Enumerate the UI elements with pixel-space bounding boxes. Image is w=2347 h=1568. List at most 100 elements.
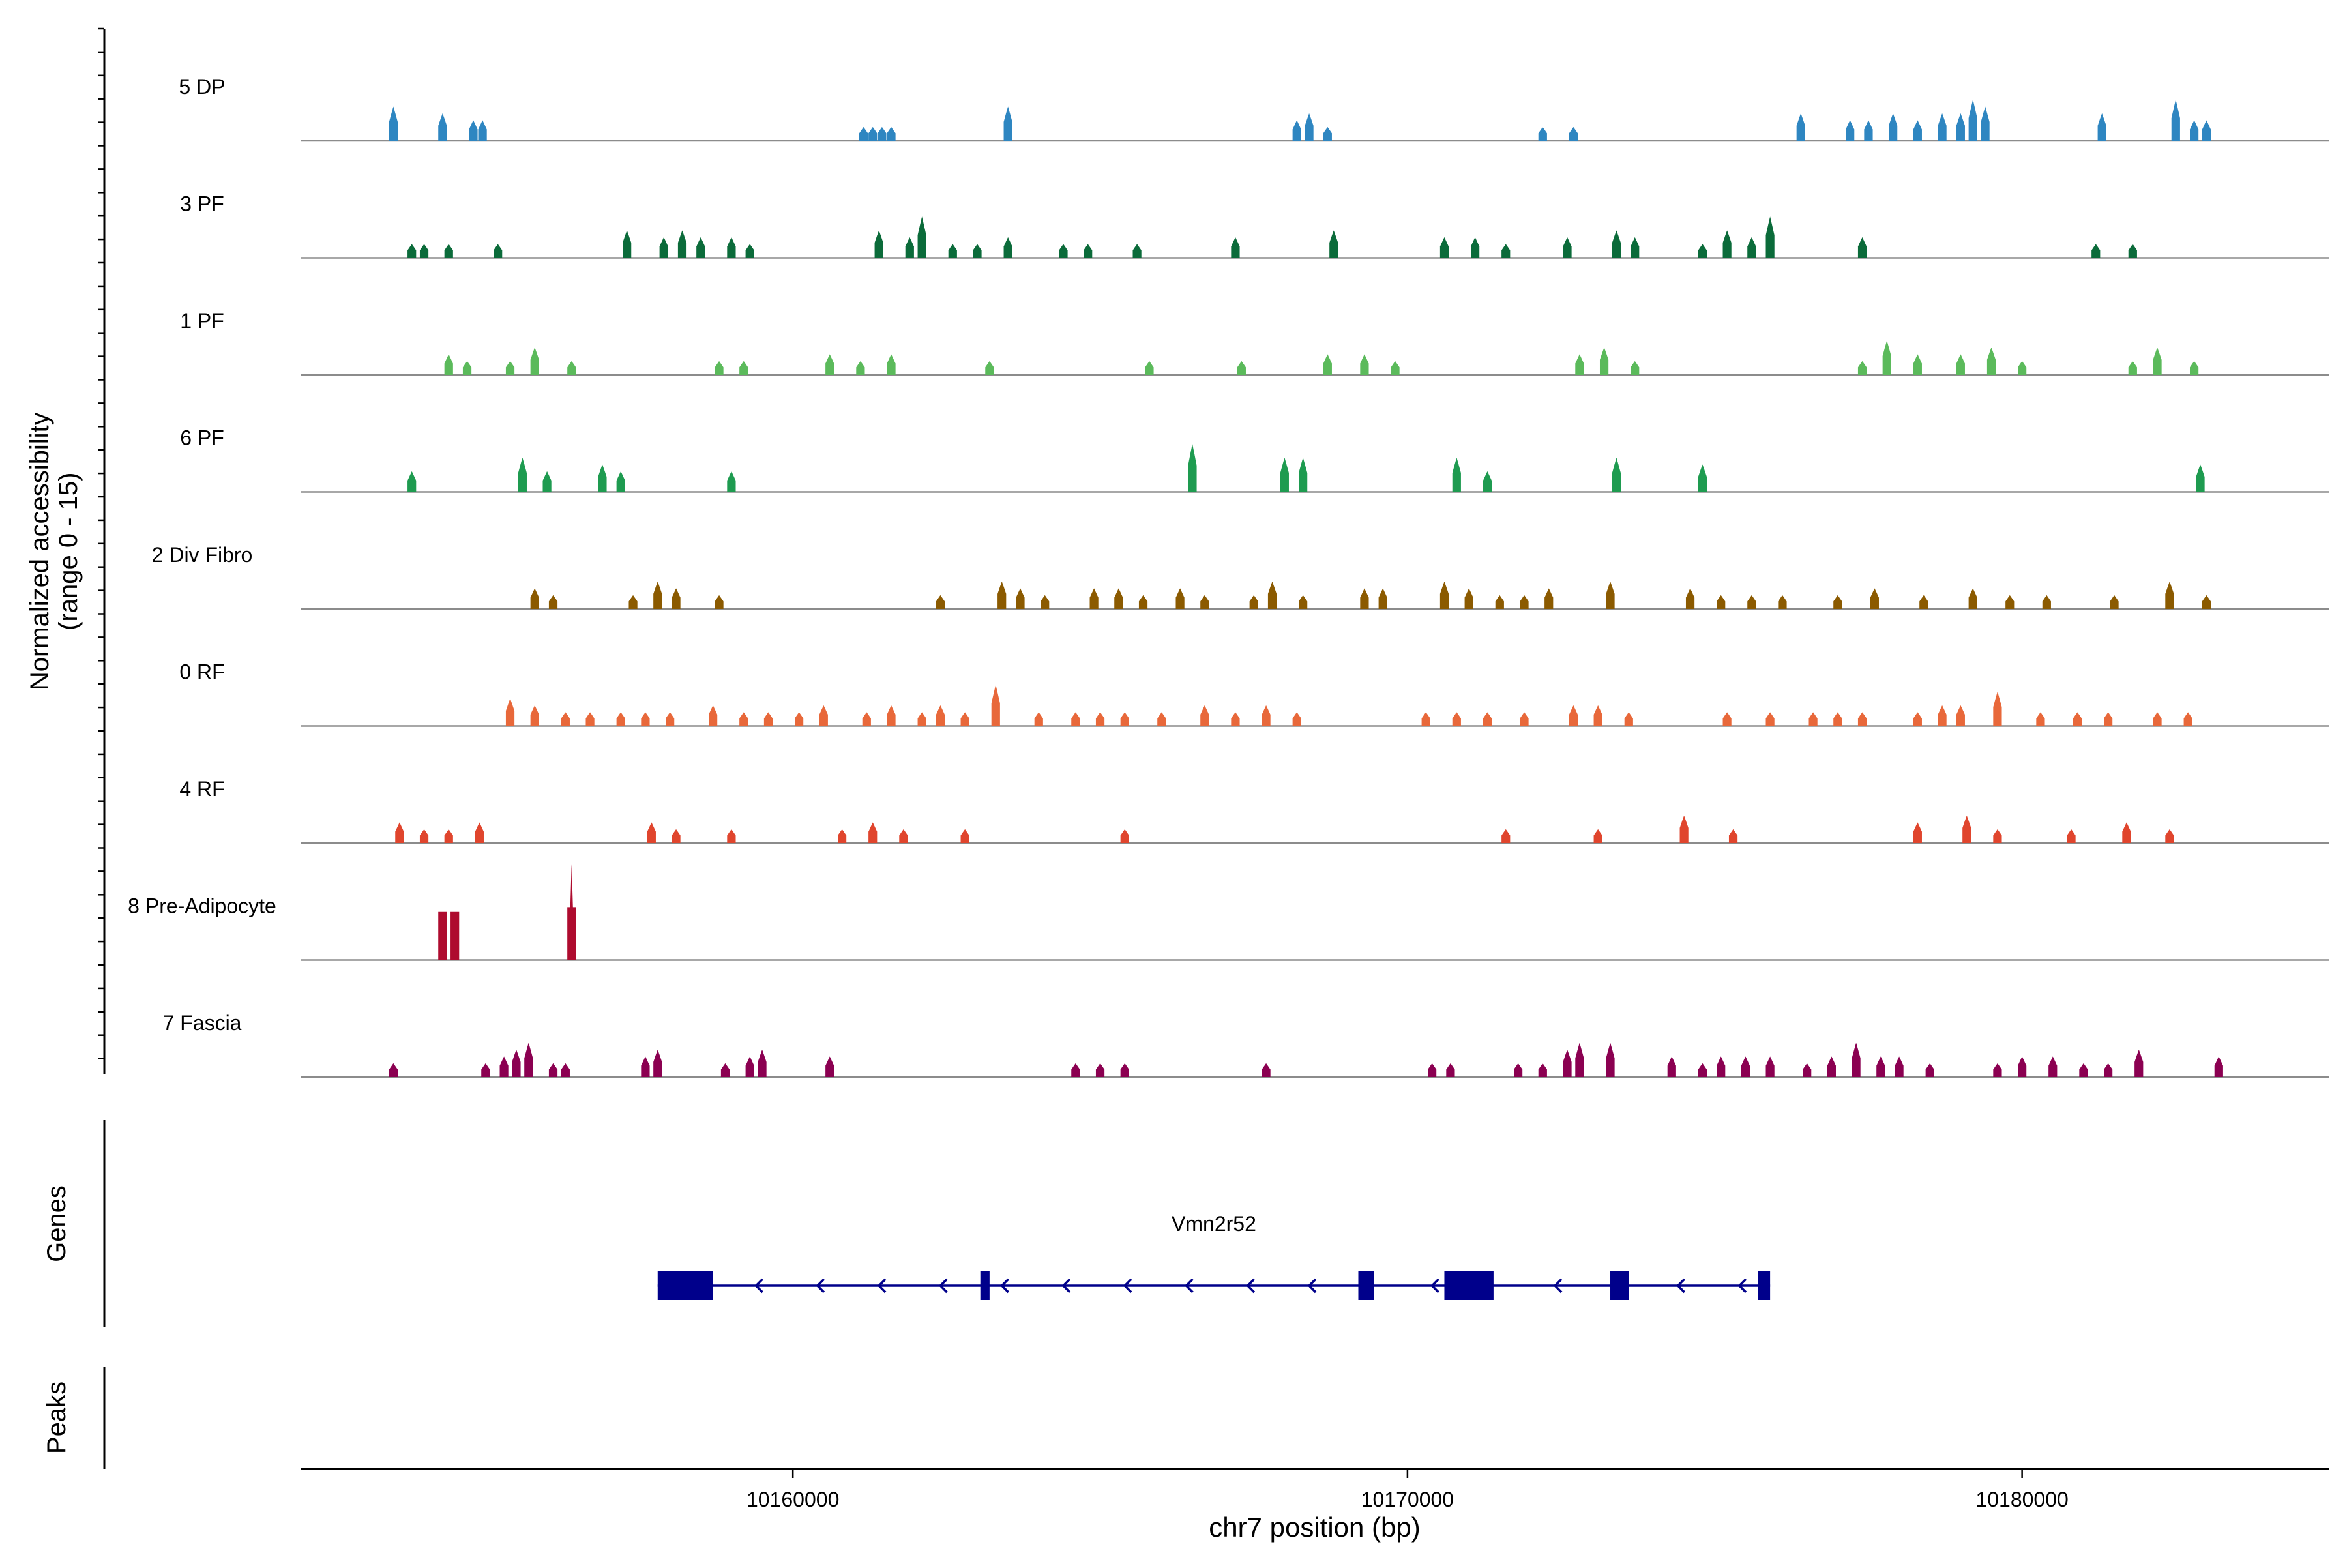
gene-exon bbox=[1358, 1271, 1374, 1300]
coverage-peak bbox=[819, 705, 828, 726]
strand-arrow bbox=[1061, 1278, 1071, 1294]
coverage-peak bbox=[623, 230, 632, 258]
coverage-peak bbox=[1200, 705, 1209, 726]
strand-arrow bbox=[754, 1278, 763, 1294]
strand-arrow bbox=[1185, 1278, 1194, 1294]
coverage-peak bbox=[696, 237, 705, 258]
coverage-peak bbox=[985, 361, 994, 375]
coverage-peak bbox=[419, 829, 429, 843]
track-2: 1 PF bbox=[180, 309, 2329, 376]
coverage-peak bbox=[1882, 340, 1891, 375]
coverage-peak bbox=[859, 126, 868, 141]
coverage-peak bbox=[1034, 712, 1043, 726]
coverage-peak bbox=[530, 705, 539, 726]
coverage-peak bbox=[856, 361, 865, 375]
coverage-peak bbox=[887, 354, 896, 375]
coverage-peak bbox=[1262, 705, 1271, 726]
coverage-peak bbox=[505, 361, 515, 375]
coverage-peak bbox=[715, 595, 724, 609]
coverage-peak bbox=[887, 705, 896, 726]
coverage-peak bbox=[997, 581, 1007, 609]
track-5: 0 RF bbox=[179, 660, 2329, 727]
coverage-peak bbox=[1986, 347, 1996, 375]
coverage-peak bbox=[666, 712, 675, 726]
coverage-peak bbox=[1538, 126, 1547, 141]
coverage-peak bbox=[1913, 822, 1922, 843]
y-axis-label: Normalized accessibility(range 0 - 15) bbox=[25, 412, 83, 690]
coverage-peak bbox=[478, 120, 487, 141]
track-6: 4 RF bbox=[179, 777, 2329, 844]
coverage-peak bbox=[1378, 588, 1387, 609]
coverage-peak bbox=[2202, 120, 2211, 141]
coverage-peak bbox=[1765, 712, 1775, 726]
y-axis-label-line2: (range 0 - 15) bbox=[54, 473, 83, 630]
coverage-peak bbox=[1612, 230, 1621, 258]
coverage-peak bbox=[727, 237, 736, 258]
coverage-peak bbox=[960, 712, 969, 726]
coverage-peak bbox=[672, 588, 681, 609]
coverage-peak bbox=[973, 244, 982, 258]
coverage-peak bbox=[917, 216, 926, 258]
coverage-peak bbox=[389, 1063, 398, 1077]
strand-arrow bbox=[1553, 1278, 1563, 1294]
coverage-peak bbox=[2134, 1049, 2144, 1077]
coverage-peak bbox=[2018, 361, 2027, 375]
coverage-peak bbox=[795, 712, 804, 726]
coverage-peak bbox=[1993, 691, 2002, 726]
coverage-peak bbox=[1041, 595, 1050, 609]
coverage-peak bbox=[530, 588, 539, 609]
coverage-peak bbox=[763, 712, 773, 726]
coverage-peak bbox=[444, 354, 453, 375]
coverage-peak bbox=[1428, 1063, 1437, 1077]
coverage-peak bbox=[948, 244, 957, 258]
coverage-peak bbox=[2110, 595, 2119, 609]
coverage-peak bbox=[1421, 712, 1430, 726]
coverage-peak bbox=[2171, 99, 2180, 141]
coverage-peak bbox=[745, 244, 754, 258]
coverage-peak bbox=[1003, 106, 1012, 141]
gene-exon bbox=[1758, 1271, 1771, 1300]
coverage-peak bbox=[1938, 705, 1947, 726]
y-axis-label-line1: Normalized accessibility bbox=[25, 412, 54, 690]
coverage-peak bbox=[1237, 361, 1246, 375]
coverage-peak bbox=[745, 1056, 754, 1077]
strand-arrow bbox=[938, 1278, 948, 1294]
coverage-peak bbox=[641, 1056, 650, 1077]
coverage-peak bbox=[2214, 1056, 2223, 1077]
coverage-peak bbox=[936, 705, 945, 726]
coverage-peak bbox=[1439, 581, 1449, 609]
coverage-peak bbox=[2190, 120, 2199, 141]
coverage-peak bbox=[444, 244, 453, 258]
coverage-peak bbox=[407, 471, 417, 492]
coverage-peak bbox=[389, 106, 398, 141]
coverage-peak bbox=[1563, 1049, 1572, 1077]
coverage-peak bbox=[1016, 588, 1025, 609]
coverage-peak bbox=[1157, 712, 1166, 726]
coverage-peak bbox=[739, 361, 748, 375]
coverage-peak bbox=[1919, 595, 1928, 609]
coverage-peak bbox=[438, 113, 447, 141]
track-label: 1 PF bbox=[180, 309, 224, 333]
coverage-peak bbox=[542, 471, 552, 492]
coverage-peak bbox=[1938, 113, 1947, 141]
genes-track-label: Genes bbox=[42, 1185, 71, 1262]
strand-arrow bbox=[877, 1278, 887, 1294]
coverage-peak bbox=[874, 230, 883, 258]
strand-arrow bbox=[1430, 1278, 1439, 1294]
coverage-peak bbox=[1857, 361, 1867, 375]
coverage-peak bbox=[1569, 126, 1578, 141]
coverage-peak bbox=[1722, 230, 1732, 258]
y-axis: Normalized accessibility(range 0 - 15) bbox=[25, 27, 106, 1074]
coverage-peak bbox=[1145, 361, 1154, 375]
coverage-peak bbox=[1452, 712, 1461, 726]
coverage-peak bbox=[1889, 113, 1898, 141]
coverage-peak bbox=[2042, 595, 2051, 609]
coverage-peak bbox=[1956, 705, 1965, 726]
coverage-peak bbox=[1685, 588, 1695, 609]
track-label: 0 RF bbox=[179, 660, 224, 684]
coverage-peak bbox=[1698, 464, 1707, 492]
coverage-peak bbox=[1993, 829, 2002, 843]
coverage-tracks: 5 DP 3 PF 1 PF 6 PF 2 Div Fibro 0 RF 4 RF 8 Pre… bbox=[128, 75, 2329, 1078]
coverage-peak bbox=[1249, 595, 1258, 609]
